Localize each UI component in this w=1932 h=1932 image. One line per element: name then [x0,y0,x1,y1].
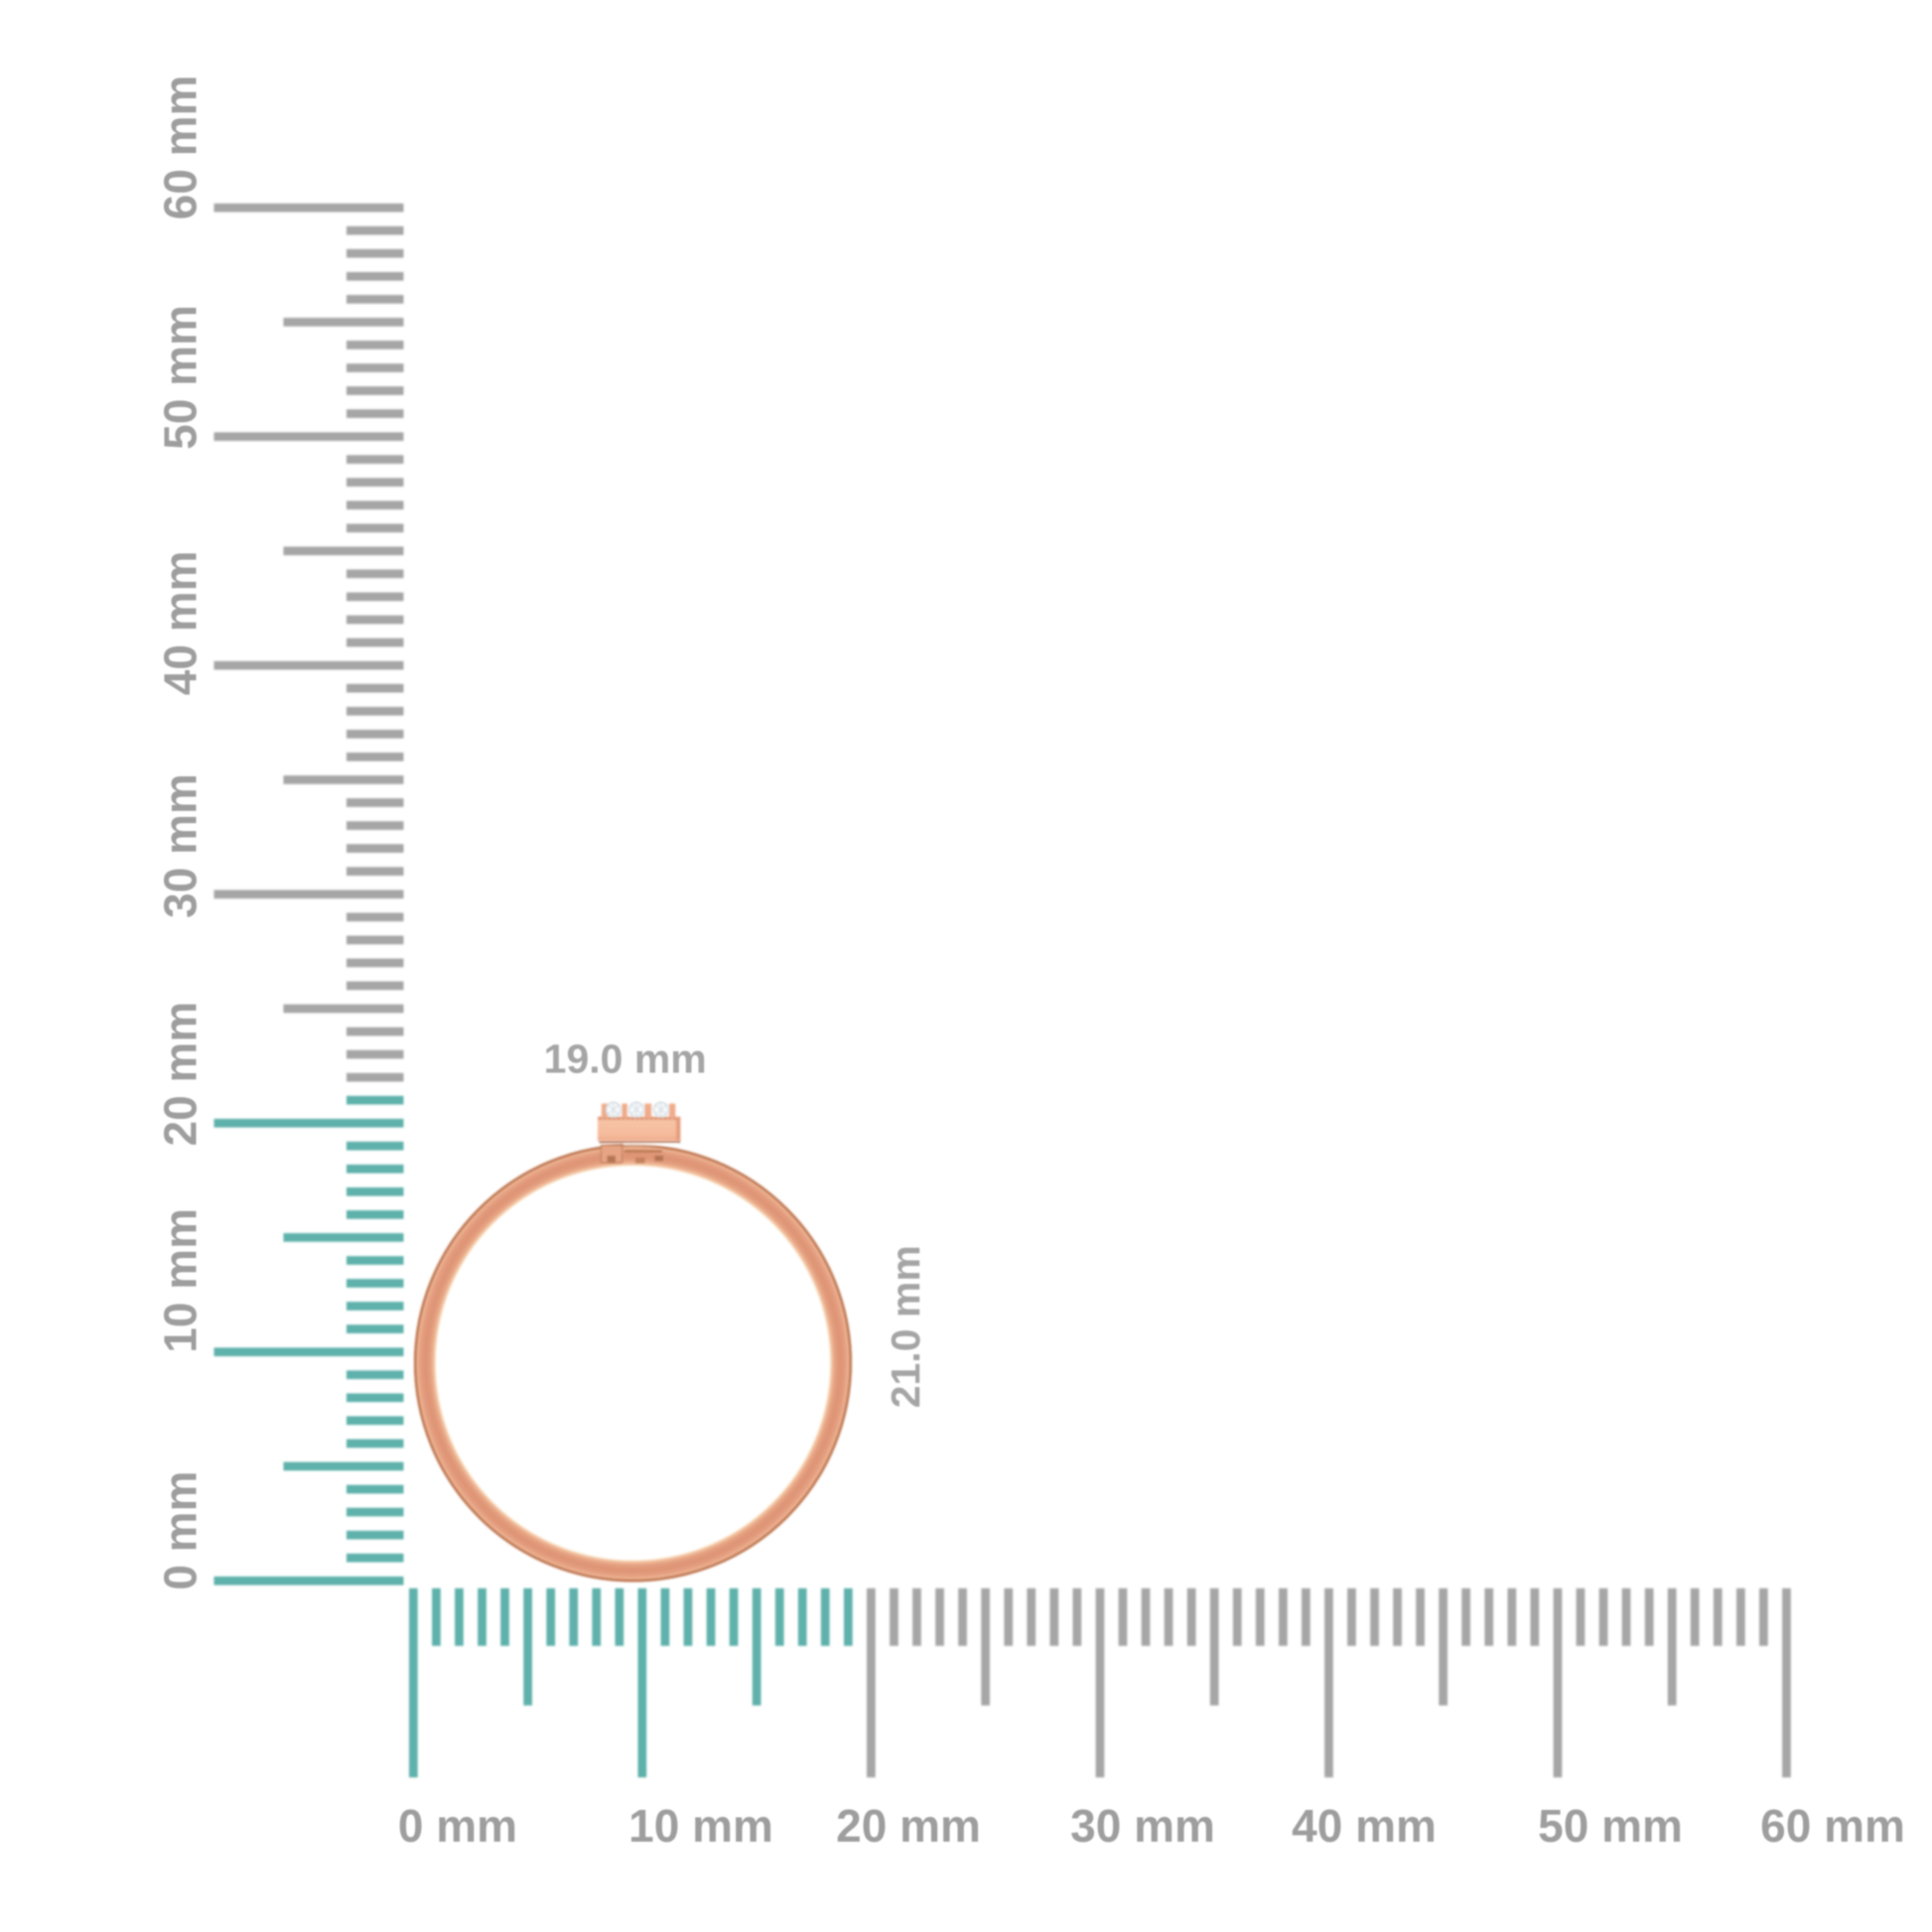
svg-text:40 mm: 40 mm [154,551,206,696]
svg-text:60 mm: 60 mm [1760,1800,1905,1852]
svg-text:30 mm: 30 mm [154,773,206,918]
svg-text:40 mm: 40 mm [1292,1800,1437,1852]
svg-text:30 mm: 30 mm [1070,1800,1215,1852]
svg-text:19.0 mm: 19.0 mm [544,1035,707,1081]
svg-text:0 mm: 0 mm [154,1471,206,1590]
svg-text:0 mm: 0 mm [398,1800,517,1852]
svg-text:20 mm: 20 mm [836,1800,981,1852]
svg-text:20 mm: 20 mm [154,1002,206,1147]
svg-text:21.0 mm: 21.0 mm [883,1245,928,1408]
svg-text:10 mm: 10 mm [628,1800,773,1852]
svg-text:50 mm: 50 mm [154,305,206,450]
svg-text:60 mm: 60 mm [154,75,206,220]
svg-text:10 mm: 10 mm [154,1208,206,1353]
svg-text:50 mm: 50 mm [1538,1800,1683,1852]
